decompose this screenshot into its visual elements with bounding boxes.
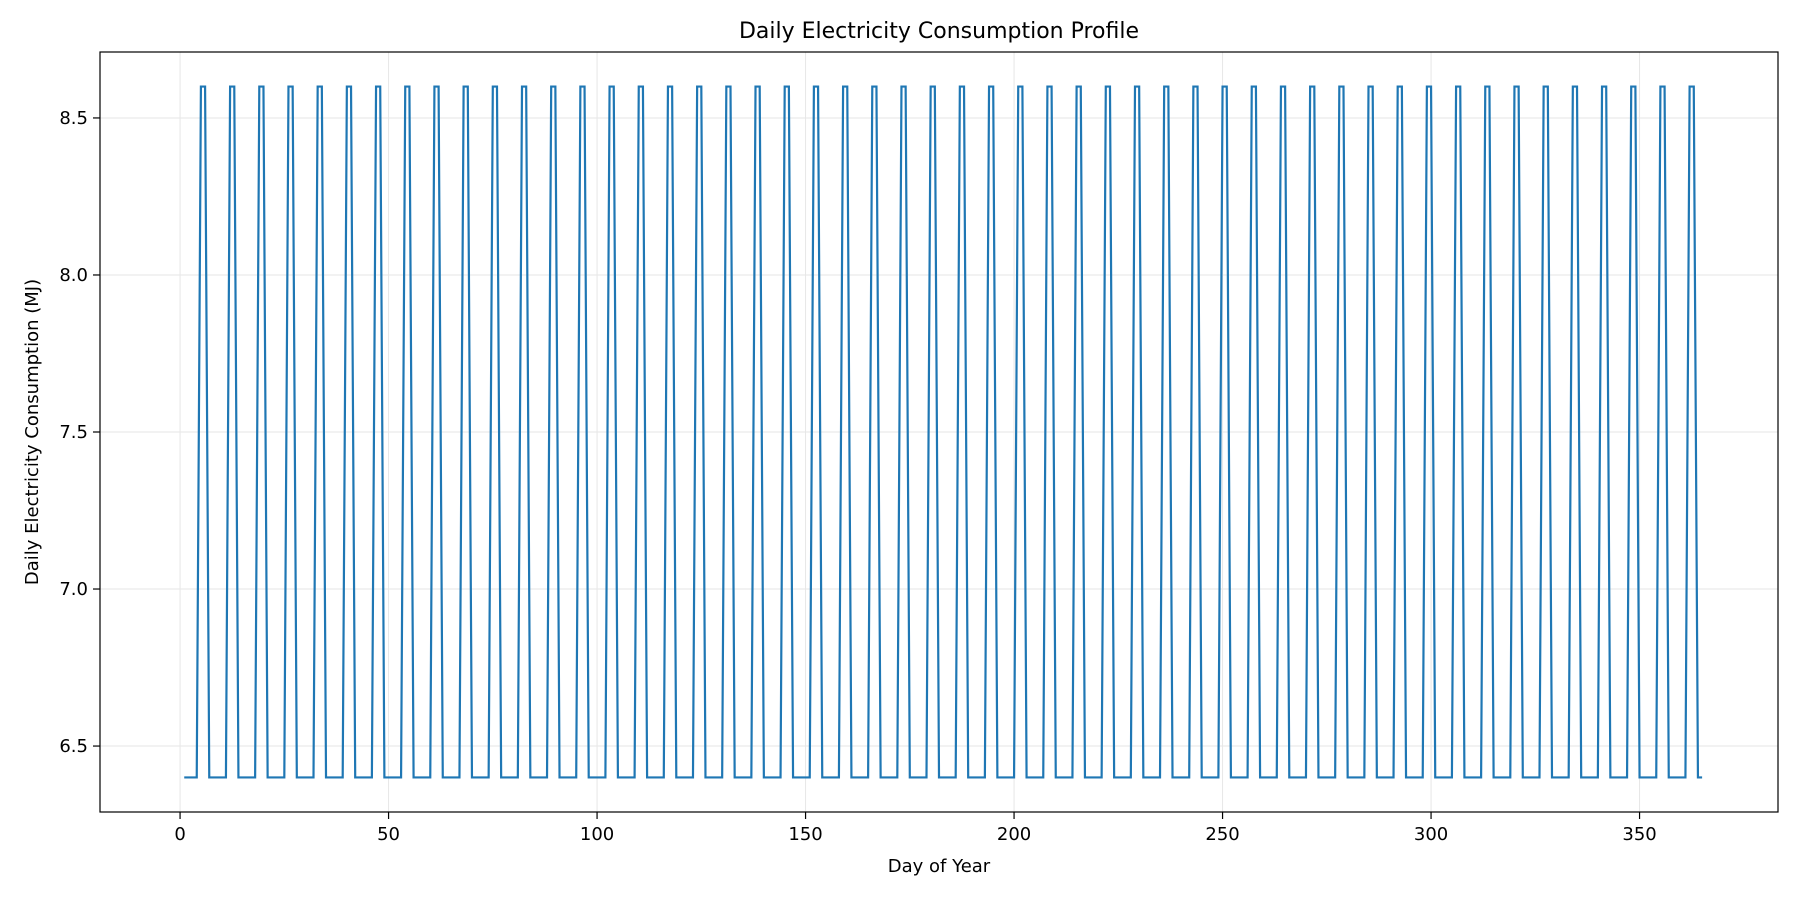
x-tick-label: 50 xyxy=(377,824,400,845)
chart-title: Daily Electricity Consumption Profile xyxy=(739,19,1139,44)
tick-layer: 0 50 100 150 200 250 300 350 6.5 7.0 7.5 8.0 8.5 xyxy=(59,108,1656,845)
x-tick-label: 150 xyxy=(788,824,822,845)
x-tick-label: 300 xyxy=(1414,824,1448,845)
x-tick-label: 0 xyxy=(174,824,185,845)
x-axis-label: Day of Year xyxy=(888,856,991,877)
x-tick-label: 200 xyxy=(997,824,1031,845)
x-tick-label: 350 xyxy=(1622,824,1656,845)
x-tick-label: 250 xyxy=(1205,824,1239,845)
y-tick-label: 7.0 xyxy=(59,579,88,600)
line-layer xyxy=(184,85,1703,779)
y-tick-label: 7.5 xyxy=(59,422,88,443)
y-axis-label: Daily Electricity Consumption (MJ) xyxy=(22,279,43,585)
series-line xyxy=(184,85,1703,779)
y-tick-label: 8.5 xyxy=(59,108,88,129)
grid-layer xyxy=(100,52,1778,812)
x-tick-label: 100 xyxy=(580,824,614,845)
y-tick-label: 8.0 xyxy=(59,265,88,286)
y-tick-label: 6.5 xyxy=(59,736,88,757)
